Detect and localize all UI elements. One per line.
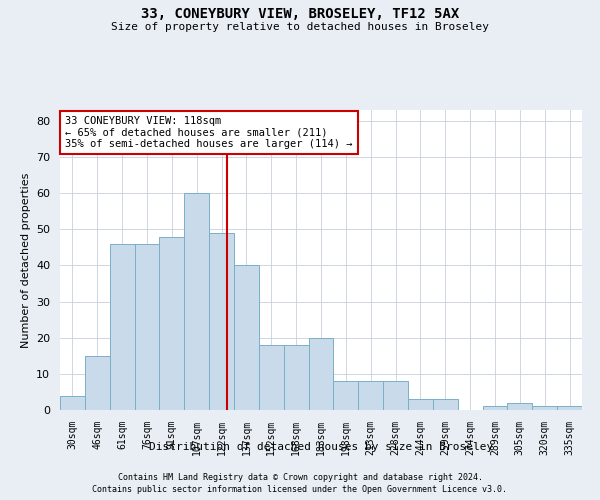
Bar [184, 193, 209, 410]
Bar [334, 381, 358, 410]
Bar [60, 396, 85, 410]
Text: Distribution of detached houses by size in Broseley: Distribution of detached houses by size … [149, 442, 493, 452]
Text: Contains public sector information licensed under the Open Government Licence v3: Contains public sector information licen… [92, 485, 508, 494]
Bar [209, 233, 234, 410]
Y-axis label: Number of detached properties: Number of detached properties [20, 172, 31, 348]
Text: 33, CONEYBURY VIEW, BROSELEY, TF12 5AX: 33, CONEYBURY VIEW, BROSELEY, TF12 5AX [141, 8, 459, 22]
Bar [85, 356, 110, 410]
Text: Size of property relative to detached houses in Broseley: Size of property relative to detached ho… [111, 22, 489, 32]
Bar [482, 406, 508, 410]
Bar [234, 266, 259, 410]
Bar [110, 244, 134, 410]
Text: 33 CONEYBURY VIEW: 118sqm
← 65% of detached houses are smaller (211)
35% of semi: 33 CONEYBURY VIEW: 118sqm ← 65% of detac… [65, 116, 353, 149]
Bar [532, 406, 557, 410]
Bar [433, 399, 458, 410]
Text: Contains HM Land Registry data © Crown copyright and database right 2024.: Contains HM Land Registry data © Crown c… [118, 472, 482, 482]
Bar [134, 244, 160, 410]
Bar [259, 345, 284, 410]
Bar [160, 236, 184, 410]
Bar [358, 381, 383, 410]
Bar [508, 403, 532, 410]
Bar [308, 338, 334, 410]
Bar [557, 406, 582, 410]
Bar [408, 399, 433, 410]
Bar [383, 381, 408, 410]
Bar [284, 345, 308, 410]
